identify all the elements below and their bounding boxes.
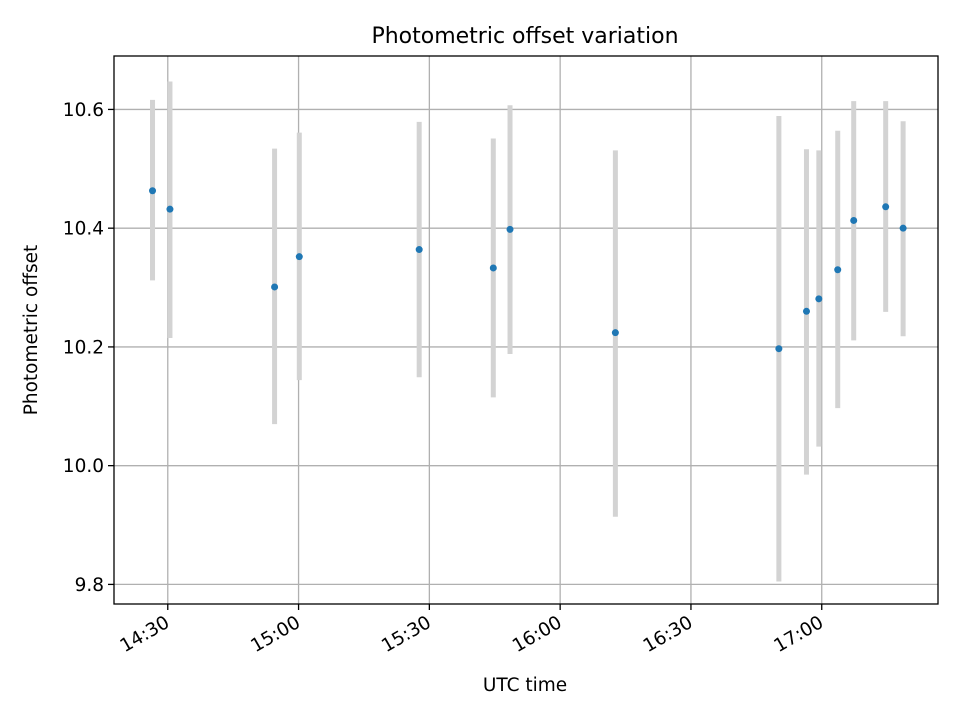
y-tick-label: 10.6	[63, 100, 104, 121]
y-tick-label: 9.8	[75, 575, 104, 596]
data-point	[415, 246, 423, 254]
data-markers	[149, 187, 907, 353]
data-point	[506, 225, 514, 233]
data-point	[882, 203, 890, 211]
data-point	[899, 224, 907, 232]
data-point	[166, 205, 174, 213]
data-point	[802, 307, 810, 315]
data-point	[611, 329, 619, 337]
y-tick-label: 10.2	[63, 337, 104, 358]
data-point	[149, 187, 157, 195]
data-point	[815, 295, 823, 303]
plot-frame	[113, 55, 939, 605]
y-axis: 9.8 10.0 10.2 10.4 10.6	[63, 100, 114, 596]
y-tick-label: 10.0	[63, 456, 104, 477]
y-axis-label: Photometric offset	[21, 245, 42, 416]
y-tick-label: 10.4	[63, 219, 104, 240]
data-point	[775, 345, 783, 353]
chart-title: Photometric offset variation	[371, 24, 678, 49]
data-point	[489, 264, 497, 272]
data-point	[295, 253, 303, 261]
data-point	[850, 216, 858, 224]
data-point	[271, 283, 279, 291]
x-axis-label: UTC time	[483, 675, 567, 696]
data-point	[834, 266, 842, 274]
